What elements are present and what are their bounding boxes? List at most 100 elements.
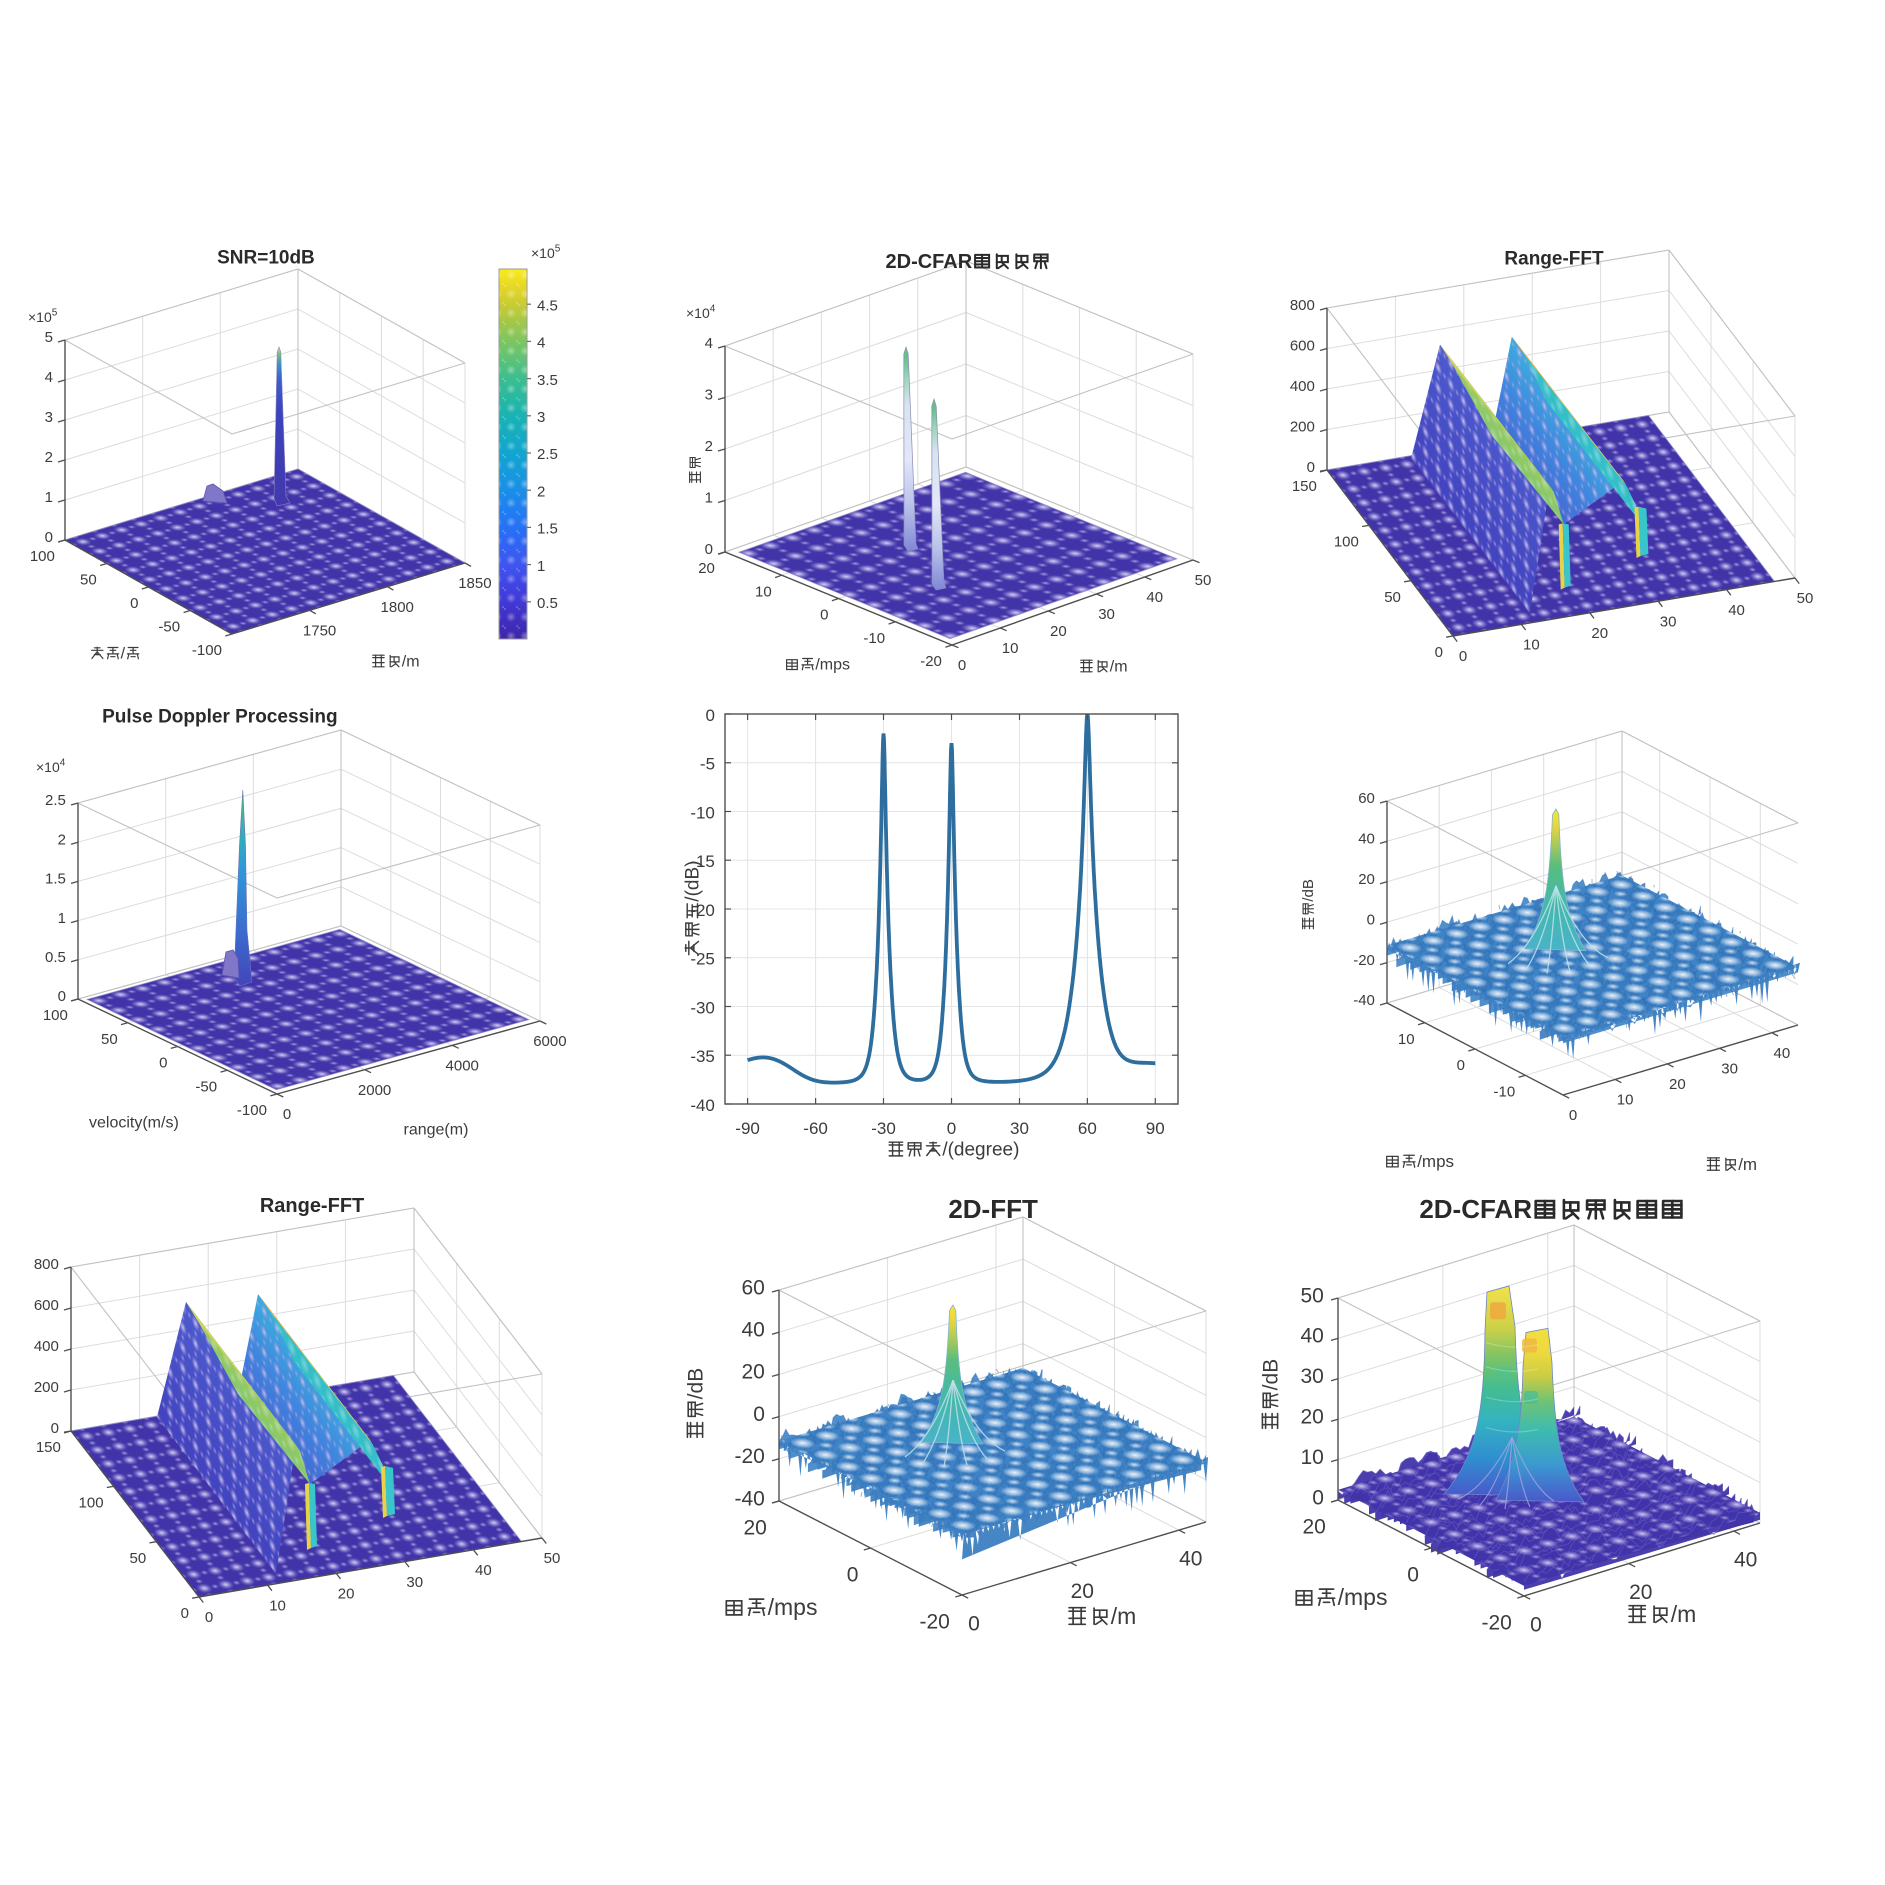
svg-text:2D-CFAR: 2D-CFAR: [1419, 1194, 1532, 1224]
svg-text:40: 40: [475, 1562, 492, 1579]
svg-text:10: 10: [1398, 1031, 1415, 1048]
svg-text:4: 4: [45, 369, 53, 386]
svg-text:1800: 1800: [381, 599, 414, 616]
svg-text:10: 10: [1301, 1446, 1324, 1469]
svg-text:40: 40: [1734, 1548, 1757, 1571]
svg-text:60: 60: [1358, 790, 1375, 807]
svg-text:-10: -10: [1494, 1084, 1516, 1101]
svg-text:20: 20: [744, 1516, 767, 1539]
svg-text:150: 150: [1292, 478, 1317, 495]
svg-text:Pulse Doppler Processing: Pulse Doppler Processing: [102, 707, 337, 728]
svg-text:40: 40: [742, 1319, 765, 1342]
svg-text:3: 3: [705, 387, 713, 404]
svg-text:400: 400: [1290, 378, 1315, 395]
svg-text:0: 0: [1367, 911, 1375, 928]
svg-text:30: 30: [1010, 1119, 1029, 1138]
svg-text:/: /: [121, 646, 126, 663]
svg-text:/dB: /dB: [1300, 879, 1317, 902]
svg-text:2D-CFAR: 2D-CFAR: [886, 251, 973, 273]
svg-text:0: 0: [159, 1055, 167, 1072]
svg-text:50: 50: [1195, 572, 1212, 589]
svg-text:/mps: /mps: [1417, 1152, 1454, 1171]
svg-text:0: 0: [753, 1403, 765, 1426]
svg-text:0: 0: [1435, 644, 1443, 661]
svg-text:-20: -20: [920, 653, 942, 670]
svg-text:40: 40: [1774, 1045, 1791, 1062]
svg-text:-100: -100: [192, 642, 222, 659]
svg-text:10: 10: [755, 583, 772, 600]
svg-text:600: 600: [34, 1297, 59, 1314]
svg-text:-5: -5: [700, 755, 715, 774]
svg-text:150: 150: [36, 1439, 61, 1456]
svg-text:1: 1: [705, 490, 713, 507]
svg-text:1.5: 1.5: [45, 871, 66, 888]
svg-text:-30: -30: [871, 1119, 896, 1138]
svg-text:50: 50: [1797, 590, 1814, 607]
svg-text:0: 0: [130, 595, 138, 612]
svg-text:-10: -10: [863, 630, 885, 647]
svg-text:20: 20: [1669, 1076, 1686, 1093]
svg-text:-40: -40: [690, 1096, 715, 1115]
svg-text:2.5: 2.5: [45, 792, 66, 809]
svg-text:-20: -20: [920, 1610, 950, 1633]
svg-text:0.5: 0.5: [45, 949, 66, 966]
svg-text:-10: -10: [690, 803, 715, 822]
svg-text:-40: -40: [735, 1487, 765, 1510]
svg-text:3: 3: [45, 409, 53, 426]
svg-text:50: 50: [1384, 589, 1401, 606]
svg-text:0: 0: [283, 1106, 291, 1123]
svg-text:Range-FFT: Range-FFT: [260, 1195, 364, 1217]
svg-text:100: 100: [43, 1007, 68, 1024]
svg-text:SNR=10dB: SNR=10dB: [217, 248, 315, 269]
svg-text:50: 50: [1301, 1284, 1324, 1307]
svg-text:0: 0: [1569, 1107, 1577, 1124]
svg-text:40: 40: [1728, 602, 1745, 619]
svg-text:2: 2: [537, 483, 545, 500]
svg-text:range(m): range(m): [404, 1122, 469, 1139]
svg-text:-50: -50: [158, 619, 180, 636]
svg-text:0: 0: [706, 706, 715, 725]
svg-text:/(degree): /(degree): [942, 1140, 1019, 1161]
svg-text:50: 50: [544, 1550, 561, 1567]
svg-text:6000: 6000: [533, 1033, 566, 1050]
svg-text:10: 10: [269, 1597, 286, 1614]
svg-text:/(dB): /(dB): [683, 861, 704, 902]
svg-text:10: 10: [1002, 640, 1019, 657]
svg-text:30: 30: [1098, 606, 1115, 623]
svg-text:20: 20: [1591, 625, 1608, 642]
svg-text:0: 0: [205, 1609, 213, 1626]
svg-text:1: 1: [537, 558, 545, 575]
svg-text:10: 10: [1617, 1092, 1634, 1109]
svg-text:20: 20: [1301, 1406, 1324, 1429]
svg-text:40: 40: [1301, 1325, 1324, 1348]
svg-text:0: 0: [1407, 1563, 1419, 1586]
svg-text:3: 3: [537, 409, 545, 426]
svg-text:-30: -30: [690, 998, 715, 1017]
svg-text:/mps: /mps: [815, 657, 850, 674]
svg-text:60: 60: [1078, 1119, 1097, 1138]
svg-text:-40: -40: [1353, 992, 1375, 1009]
svg-text:0: 0: [1530, 1613, 1542, 1636]
svg-text:-20: -20: [1482, 1611, 1512, 1634]
svg-text:20: 20: [1050, 623, 1067, 640]
svg-text:-35: -35: [690, 1047, 715, 1066]
svg-text:4000: 4000: [446, 1058, 479, 1075]
svg-text:1850: 1850: [458, 575, 491, 592]
svg-text:/mps: /mps: [768, 1594, 818, 1620]
svg-text:2: 2: [58, 831, 66, 848]
svg-text:2: 2: [45, 449, 53, 466]
svg-text:200: 200: [34, 1379, 59, 1396]
svg-text:-20: -20: [1353, 952, 1375, 969]
svg-text:2D-FFT: 2D-FFT: [948, 1194, 1038, 1224]
svg-text:800: 800: [34, 1256, 59, 1273]
svg-text:×105: ×105: [531, 244, 561, 261]
svg-text:-15: -15: [690, 852, 715, 871]
svg-text:40: 40: [1179, 1547, 1202, 1570]
svg-text:-60: -60: [803, 1119, 828, 1138]
svg-text:×104: ×104: [686, 304, 716, 321]
svg-text:/dB: /dB: [1259, 1359, 1282, 1391]
svg-text:100: 100: [30, 548, 55, 565]
svg-text:10: 10: [1523, 637, 1540, 654]
svg-text:2000: 2000: [358, 1082, 391, 1099]
svg-text:30: 30: [1660, 613, 1677, 630]
